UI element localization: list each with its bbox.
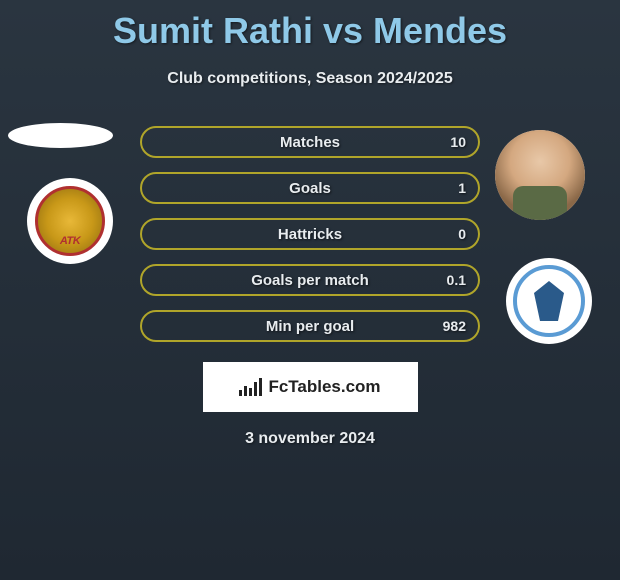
- left-club-badge: [27, 178, 113, 264]
- stat-label: Matches: [142, 134, 478, 151]
- stat-value-right: 0.1: [447, 272, 466, 288]
- right-player-avatar: [495, 130, 585, 220]
- player-face-icon: [495, 130, 585, 220]
- stat-row: Matches10: [140, 126, 480, 158]
- left-player-avatar: [8, 123, 113, 148]
- stat-value-right: 982: [443, 318, 466, 334]
- stat-label: Goals per match: [142, 272, 478, 289]
- stat-value-right: 0: [458, 226, 466, 242]
- stat-label: Hattricks: [142, 226, 478, 243]
- chart-icon: [239, 378, 262, 396]
- atk-logo-icon: [35, 186, 105, 256]
- stat-value-right: 1: [458, 180, 466, 196]
- right-club-badge: [506, 258, 592, 344]
- comparison-subtitle: Club competitions, Season 2024/2025: [0, 70, 620, 88]
- stat-value-right: 10: [450, 134, 466, 150]
- comparison-title: Sumit Rathi vs Mendes: [0, 0, 620, 52]
- stat-row: Goals1: [140, 172, 480, 204]
- brand-text: FcTables.com: [268, 377, 380, 397]
- stat-label: Goals: [142, 180, 478, 197]
- stat-row: Min per goal982: [140, 310, 480, 342]
- stat-label: Min per goal: [142, 318, 478, 335]
- stat-row: Hattricks0: [140, 218, 480, 250]
- stat-row: Goals per match0.1: [140, 264, 480, 296]
- ring-logo-icon: [513, 265, 585, 337]
- comparison-date: 3 november 2024: [0, 430, 620, 448]
- brand-box: FcTables.com: [203, 362, 418, 412]
